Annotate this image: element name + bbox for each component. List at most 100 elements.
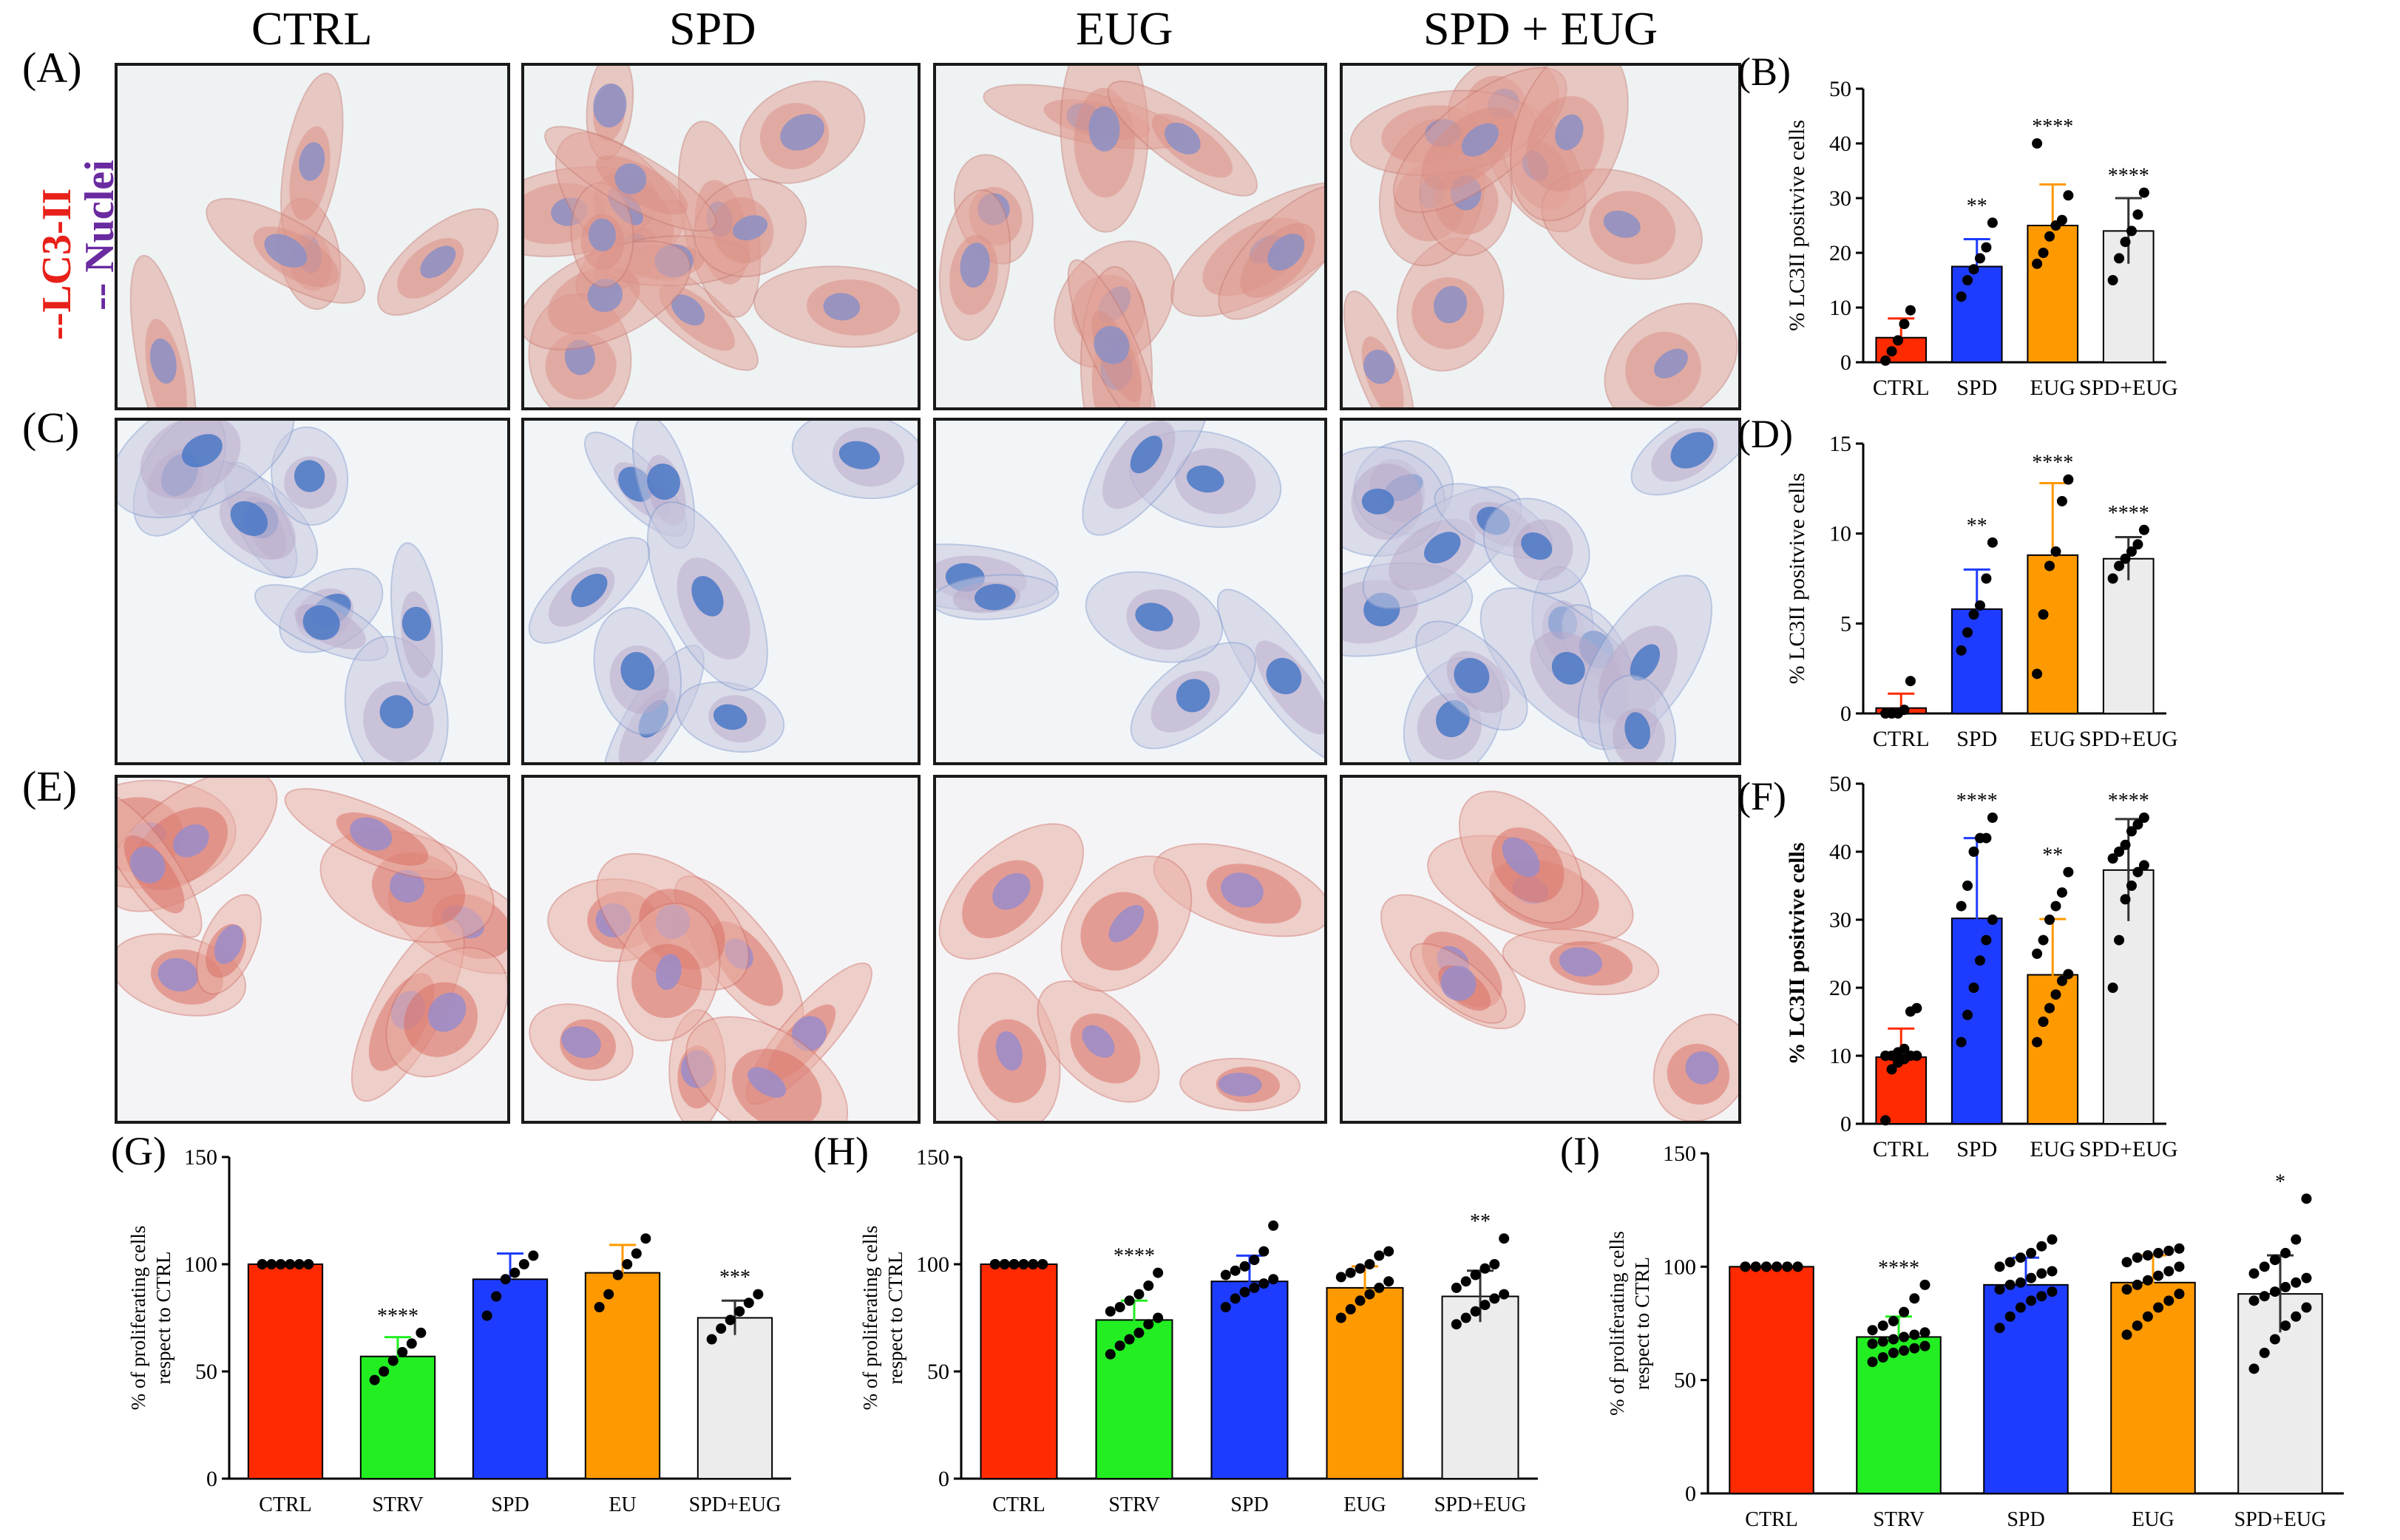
data-point <box>1886 1064 1897 1075</box>
data-point <box>2107 983 2118 993</box>
chart-f: (F) 0 10 20 30 40 50 % LC3II positvive cells CTR… <box>1738 761 2181 1161</box>
y-tick-label: 150 <box>916 1145 949 1170</box>
y-axis-label: respect to CTRL <box>1631 1257 1653 1390</box>
micrograph-a-4 <box>1340 63 1741 410</box>
data-point <box>743 1298 754 1309</box>
significance-label: ** <box>1470 1210 1491 1233</box>
data-point <box>2107 275 2118 285</box>
data-point <box>1880 355 1891 366</box>
bar-ctrl <box>247 1263 324 1479</box>
data-point <box>2153 1247 2164 1258</box>
x-category-label: SPD <box>2007 1508 2044 1531</box>
data-point <box>2032 1037 2043 1048</box>
error-bar <box>1885 1315 1912 1357</box>
data-point <box>2132 539 2143 550</box>
x-category-label: CTRL <box>1873 1137 1930 1161</box>
data-point <box>1009 1259 1020 1269</box>
data-point <box>1867 1325 1878 1336</box>
data-point <box>1911 1003 1922 1014</box>
data-point <box>2120 553 2131 564</box>
data-point <box>397 1346 408 1357</box>
micrograph-c-4 <box>1340 418 1741 765</box>
data-point <box>1364 1259 1375 1269</box>
data-point <box>1899 1345 1910 1356</box>
y-axis-label: % LC3II positvive cells <box>1785 120 1809 331</box>
y-tick-label: 150 <box>1663 1142 1696 1166</box>
x-category-label: EUG <box>2030 727 2075 751</box>
stain-legend: --LC3-II -- Nuclei <box>33 140 123 340</box>
bar-spd <box>472 1278 549 1480</box>
data-point <box>1877 1336 1888 1347</box>
y-tick-label: 20 <box>1829 976 1851 1000</box>
data-point <box>2121 1257 2132 1268</box>
data-point <box>1268 1274 1279 1285</box>
significance-label: **** <box>2108 165 2149 188</box>
data-point <box>1355 1295 1366 1306</box>
data-point <box>622 1259 633 1269</box>
data-point <box>753 1289 764 1300</box>
x-category-label: EUG <box>2030 1137 2075 1161</box>
data-point <box>1994 1284 2005 1295</box>
data-point <box>2174 1289 2185 1300</box>
data-point <box>1335 1272 1346 1283</box>
data-point <box>2174 1261 2185 1272</box>
data-point <box>294 1259 305 1269</box>
data-point <box>387 1355 399 1366</box>
chart-svg-f: (F) 0 10 20 30 40 50 % LC3II positvive cells CTR… <box>1738 772 2178 1161</box>
x-category-label: SPD+EUG <box>689 1493 782 1516</box>
panel-letter-b: (B) <box>1738 50 1791 94</box>
x-category-label: SPD <box>1956 727 1997 751</box>
data-point <box>2259 1261 2270 1272</box>
data-point <box>2056 975 2067 986</box>
y-tick-label: 0 <box>1840 702 1851 726</box>
data-point <box>2126 881 2137 891</box>
data-point <box>1899 1306 1910 1317</box>
data-point <box>1919 1327 1930 1338</box>
data-point <box>1994 1261 2005 1272</box>
data-point <box>2269 1334 2280 1345</box>
data-point <box>1962 1009 1973 1020</box>
x-category-label: STRV <box>1108 1493 1159 1516</box>
data-point <box>2121 1284 2132 1295</box>
data-point <box>594 1302 605 1312</box>
data-point <box>1962 627 1973 638</box>
data-point <box>2132 819 2143 830</box>
data-point <box>1114 1302 1125 1312</box>
data-point <box>2126 546 2137 557</box>
y-tick-label: 50 <box>1829 77 1851 101</box>
data-point <box>706 1334 717 1345</box>
data-point <box>2044 231 2055 242</box>
data-point <box>2126 826 2137 837</box>
data-point <box>1968 264 1979 275</box>
data-point <box>2047 1234 2058 1245</box>
significance-label: * <box>2275 1170 2285 1193</box>
data-point <box>2142 1311 2153 1322</box>
data-point <box>2291 1277 2302 1288</box>
y-axis-label: respect to CTRL <box>884 1252 906 1385</box>
data-point <box>2038 934 2049 946</box>
data-point <box>1335 1312 1346 1323</box>
data-point <box>509 1267 521 1278</box>
data-point <box>1880 1115 1891 1126</box>
significance-label: ** <box>1967 194 1987 217</box>
data-point <box>1258 1246 1270 1257</box>
data-point <box>734 1306 745 1317</box>
data-point <box>266 1259 277 1269</box>
error-bar <box>2115 818 2142 921</box>
data-point <box>1911 1051 1922 1061</box>
data-point <box>2153 1302 2164 1313</box>
chart-i: (I) 0 50 100 150 % of proliferating cells resp… <box>1560 1109 2373 1538</box>
data-point <box>2056 214 2067 225</box>
data-point <box>1460 1312 1471 1323</box>
data-point <box>528 1250 539 1261</box>
data-point <box>2269 1286 2280 1298</box>
y-tick-label: 100 <box>1663 1255 1696 1279</box>
data-point <box>2004 1279 2016 1290</box>
data-point <box>1899 1043 1910 1054</box>
data-point <box>1962 275 1973 285</box>
x-category-label: STRV <box>372 1493 423 1516</box>
data-point <box>2038 609 2049 620</box>
column-title-spd: SPD <box>669 2 756 55</box>
data-point <box>2301 1272 2312 1283</box>
data-point <box>1888 1347 1899 1358</box>
